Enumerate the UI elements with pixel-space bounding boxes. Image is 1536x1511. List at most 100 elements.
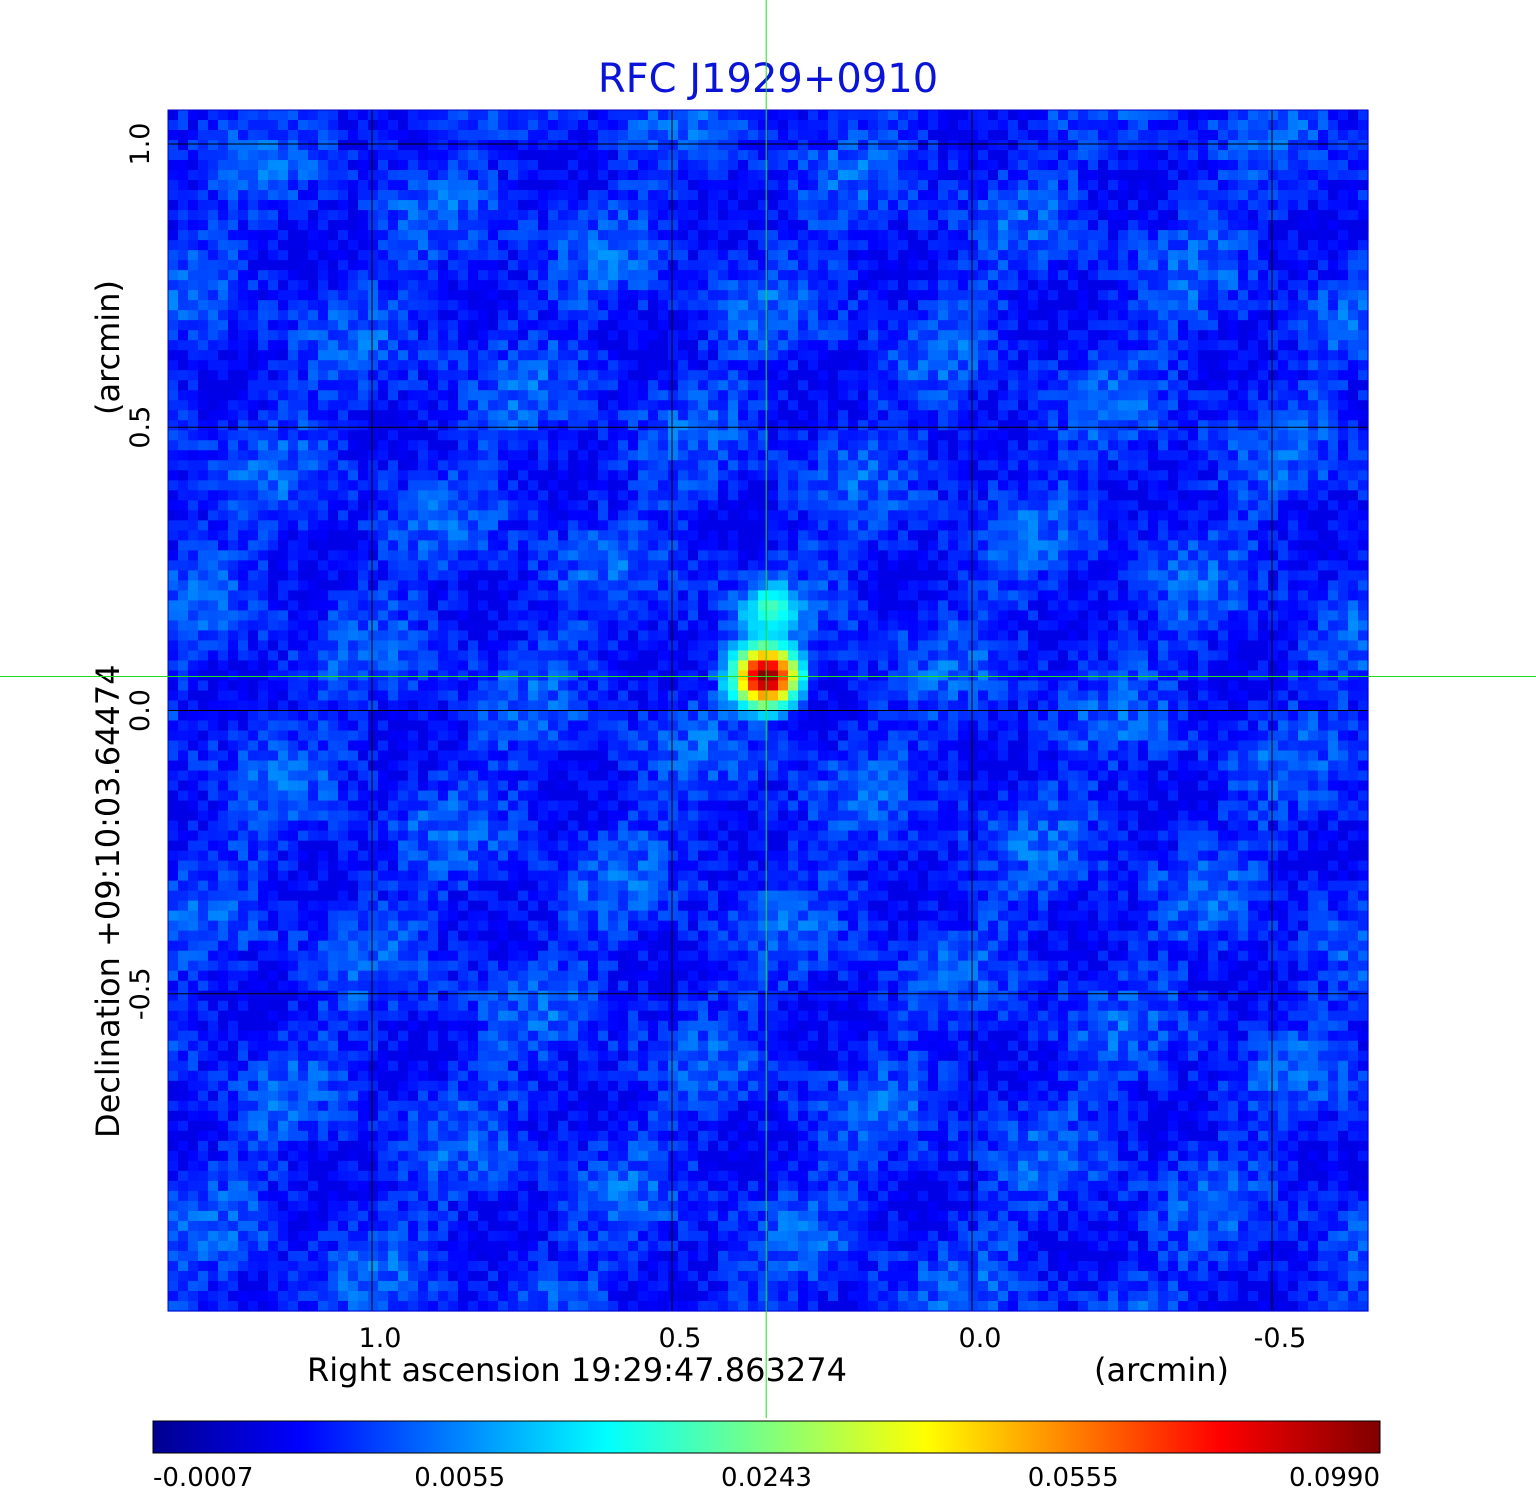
- heatmap-cell: [538, 390, 549, 401]
- heatmap-cell: [178, 410, 189, 421]
- heatmap-cell: [758, 170, 769, 181]
- heatmap-cell: [718, 240, 729, 251]
- heatmap-cell: [338, 220, 349, 231]
- heatmap-cell: [338, 350, 349, 361]
- heatmap-cell: [1358, 390, 1369, 401]
- heatmap-cell: [958, 410, 969, 421]
- heatmap-cell: [318, 390, 329, 401]
- heatmap-cell: [938, 420, 949, 431]
- heatmap-cell: [388, 160, 399, 171]
- heatmap-cell: [428, 280, 439, 291]
- heatmap-cell: [1308, 140, 1319, 151]
- heatmap-cell: [528, 210, 539, 221]
- heatmap-cell: [358, 380, 369, 391]
- heatmap-cell: [1208, 180, 1219, 191]
- heatmap-cell: [1148, 450, 1159, 461]
- heatmap-cell: [478, 310, 489, 321]
- heatmap-cell: [658, 130, 669, 141]
- heatmap-cell: [1018, 200, 1029, 211]
- heatmap-cell: [1128, 360, 1139, 371]
- heatmap-cell: [258, 150, 269, 161]
- heatmap-cell: [558, 430, 569, 441]
- heatmap-cell: [1088, 220, 1099, 231]
- heatmap-cell: [1098, 200, 1109, 211]
- heatmap-cell: [718, 220, 729, 231]
- heatmap-cell: [538, 430, 549, 441]
- heatmap-cell: [1348, 190, 1359, 201]
- heatmap-cell: [798, 300, 809, 311]
- heatmap-cell: [198, 120, 209, 131]
- heatmap-cell: [988, 230, 999, 241]
- heatmap-cell: [568, 120, 579, 131]
- heatmap-cell: [298, 220, 309, 231]
- heatmap-cell: [848, 490, 859, 501]
- heatmap-cell: [928, 400, 939, 411]
- heatmap-cell: [878, 120, 889, 131]
- heatmap-cell: [758, 250, 769, 261]
- heatmap-cell: [1168, 250, 1179, 261]
- heatmap-cell: [1158, 390, 1169, 401]
- heatmap-cell: [768, 210, 779, 221]
- heatmap-cell: [208, 240, 219, 251]
- heatmap-cell: [288, 440, 299, 451]
- heatmap-cell: [778, 110, 789, 121]
- heatmap-cell: [448, 440, 459, 451]
- heatmap-cell: [318, 460, 329, 471]
- heatmap-cell: [698, 110, 709, 121]
- heatmap-cell: [718, 200, 729, 211]
- heatmap-cell: [348, 400, 359, 411]
- heatmap-cell: [848, 260, 859, 271]
- heatmap-cell: [808, 440, 819, 451]
- heatmap-cell: [968, 410, 979, 421]
- heatmap-cell: [258, 520, 269, 531]
- heatmap-cell: [1278, 290, 1289, 301]
- heatmap-cell: [1038, 330, 1049, 341]
- heatmap-cell: [1328, 250, 1339, 261]
- heatmap-cell: [1028, 170, 1039, 181]
- heatmap-cell: [888, 340, 899, 351]
- heatmap-cell: [418, 510, 429, 521]
- heatmap-cell: [1078, 170, 1089, 181]
- heatmap-cell: [838, 330, 849, 341]
- heatmap-cell: [868, 130, 879, 141]
- heatmap-cell: [878, 320, 889, 331]
- heatmap-cell: [708, 420, 719, 431]
- heatmap-cell: [438, 410, 449, 421]
- heatmap-cell: [848, 230, 859, 241]
- heatmap-cell: [1188, 450, 1199, 461]
- heatmap-cell: [458, 150, 469, 161]
- heatmap-cell: [208, 520, 219, 531]
- heatmap-cell: [1188, 130, 1199, 141]
- heatmap-cell: [938, 310, 949, 321]
- heatmap-cell: [728, 330, 739, 341]
- heatmap-cell: [958, 470, 969, 481]
- heatmap-cell: [858, 450, 869, 461]
- heatmap-cell: [1238, 330, 1249, 341]
- heatmap-cell: [1078, 280, 1089, 291]
- heatmap-cell: [988, 290, 999, 301]
- heatmap-cell: [438, 290, 449, 301]
- heatmap-cell: [588, 260, 599, 271]
- heatmap-cell: [1288, 140, 1299, 151]
- heatmap-cell: [198, 380, 209, 391]
- heatmap-cell: [1348, 220, 1359, 231]
- heatmap-cell: [1318, 190, 1329, 201]
- heatmap-cell: [1318, 300, 1329, 311]
- heatmap-cell: [958, 380, 969, 391]
- heatmap-cell: [568, 380, 579, 391]
- heatmap-cell: [1348, 230, 1359, 241]
- heatmap-cell: [1288, 170, 1299, 181]
- heatmap-cell: [238, 320, 249, 331]
- heatmap-cell: [448, 110, 459, 121]
- heatmap-cell: [208, 120, 219, 131]
- heatmap-cell: [1008, 330, 1019, 341]
- heatmap-cell: [1348, 170, 1359, 181]
- heatmap-cell: [1128, 310, 1139, 321]
- heatmap-cell: [598, 430, 609, 441]
- heatmap-cell: [1358, 500, 1369, 511]
- heatmap-cell: [838, 120, 849, 131]
- heatmap-cell: [838, 130, 849, 141]
- heatmap-cell: [1278, 410, 1289, 421]
- heatmap-cell: [358, 330, 369, 341]
- heatmap-cell: [458, 510, 469, 521]
